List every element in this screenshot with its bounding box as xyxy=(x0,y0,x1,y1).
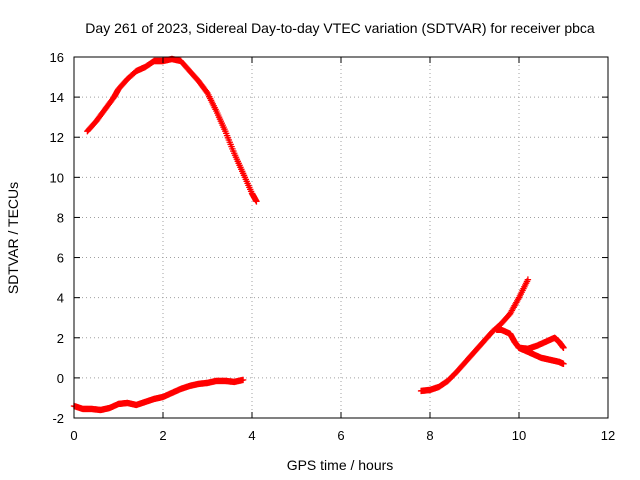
x-tick-label: 4 xyxy=(248,428,255,443)
series-arc-1-high xyxy=(84,55,260,205)
y-tick-label: 6 xyxy=(57,251,64,266)
y-tick-label: 8 xyxy=(57,210,64,225)
y-tick-label: 2 xyxy=(57,331,64,346)
series-arc-1-low xyxy=(70,376,247,414)
x-tick-label: 8 xyxy=(426,428,433,443)
y-tick-label: 0 xyxy=(57,371,64,386)
data-points xyxy=(70,55,567,414)
y-tick-label: 10 xyxy=(50,170,64,185)
x-tick-label: 10 xyxy=(512,428,526,443)
x-tick-label: 2 xyxy=(159,428,166,443)
y-tick-label: -2 xyxy=(52,411,64,426)
x-axis-label: GPS time / hours xyxy=(287,457,394,473)
x-tick-label: 6 xyxy=(337,428,344,443)
y-tick-label: 14 xyxy=(50,90,64,105)
data-point xyxy=(560,360,567,368)
chart-title: Day 261 of 2023, Sidereal Day-to-day VTE… xyxy=(85,20,595,36)
series-arc-2-bump xyxy=(515,334,567,353)
x-tick-label: 0 xyxy=(70,428,77,443)
data-point xyxy=(239,376,247,384)
y-tick-label: 4 xyxy=(57,291,64,306)
grid xyxy=(74,57,608,418)
data-point xyxy=(524,276,532,283)
data-point xyxy=(253,198,260,205)
y-axis-label: SDTVAR / TECUs xyxy=(5,182,21,294)
y-tick-label: 12 xyxy=(50,130,64,145)
ticks: 0 2 4 6 8 10 12 -2 0 2 4 6 8 10 12 14 16 xyxy=(50,50,616,443)
x-tick-label: 12 xyxy=(601,428,615,443)
data-point xyxy=(560,344,567,352)
y-tick-label: 16 xyxy=(50,50,64,65)
